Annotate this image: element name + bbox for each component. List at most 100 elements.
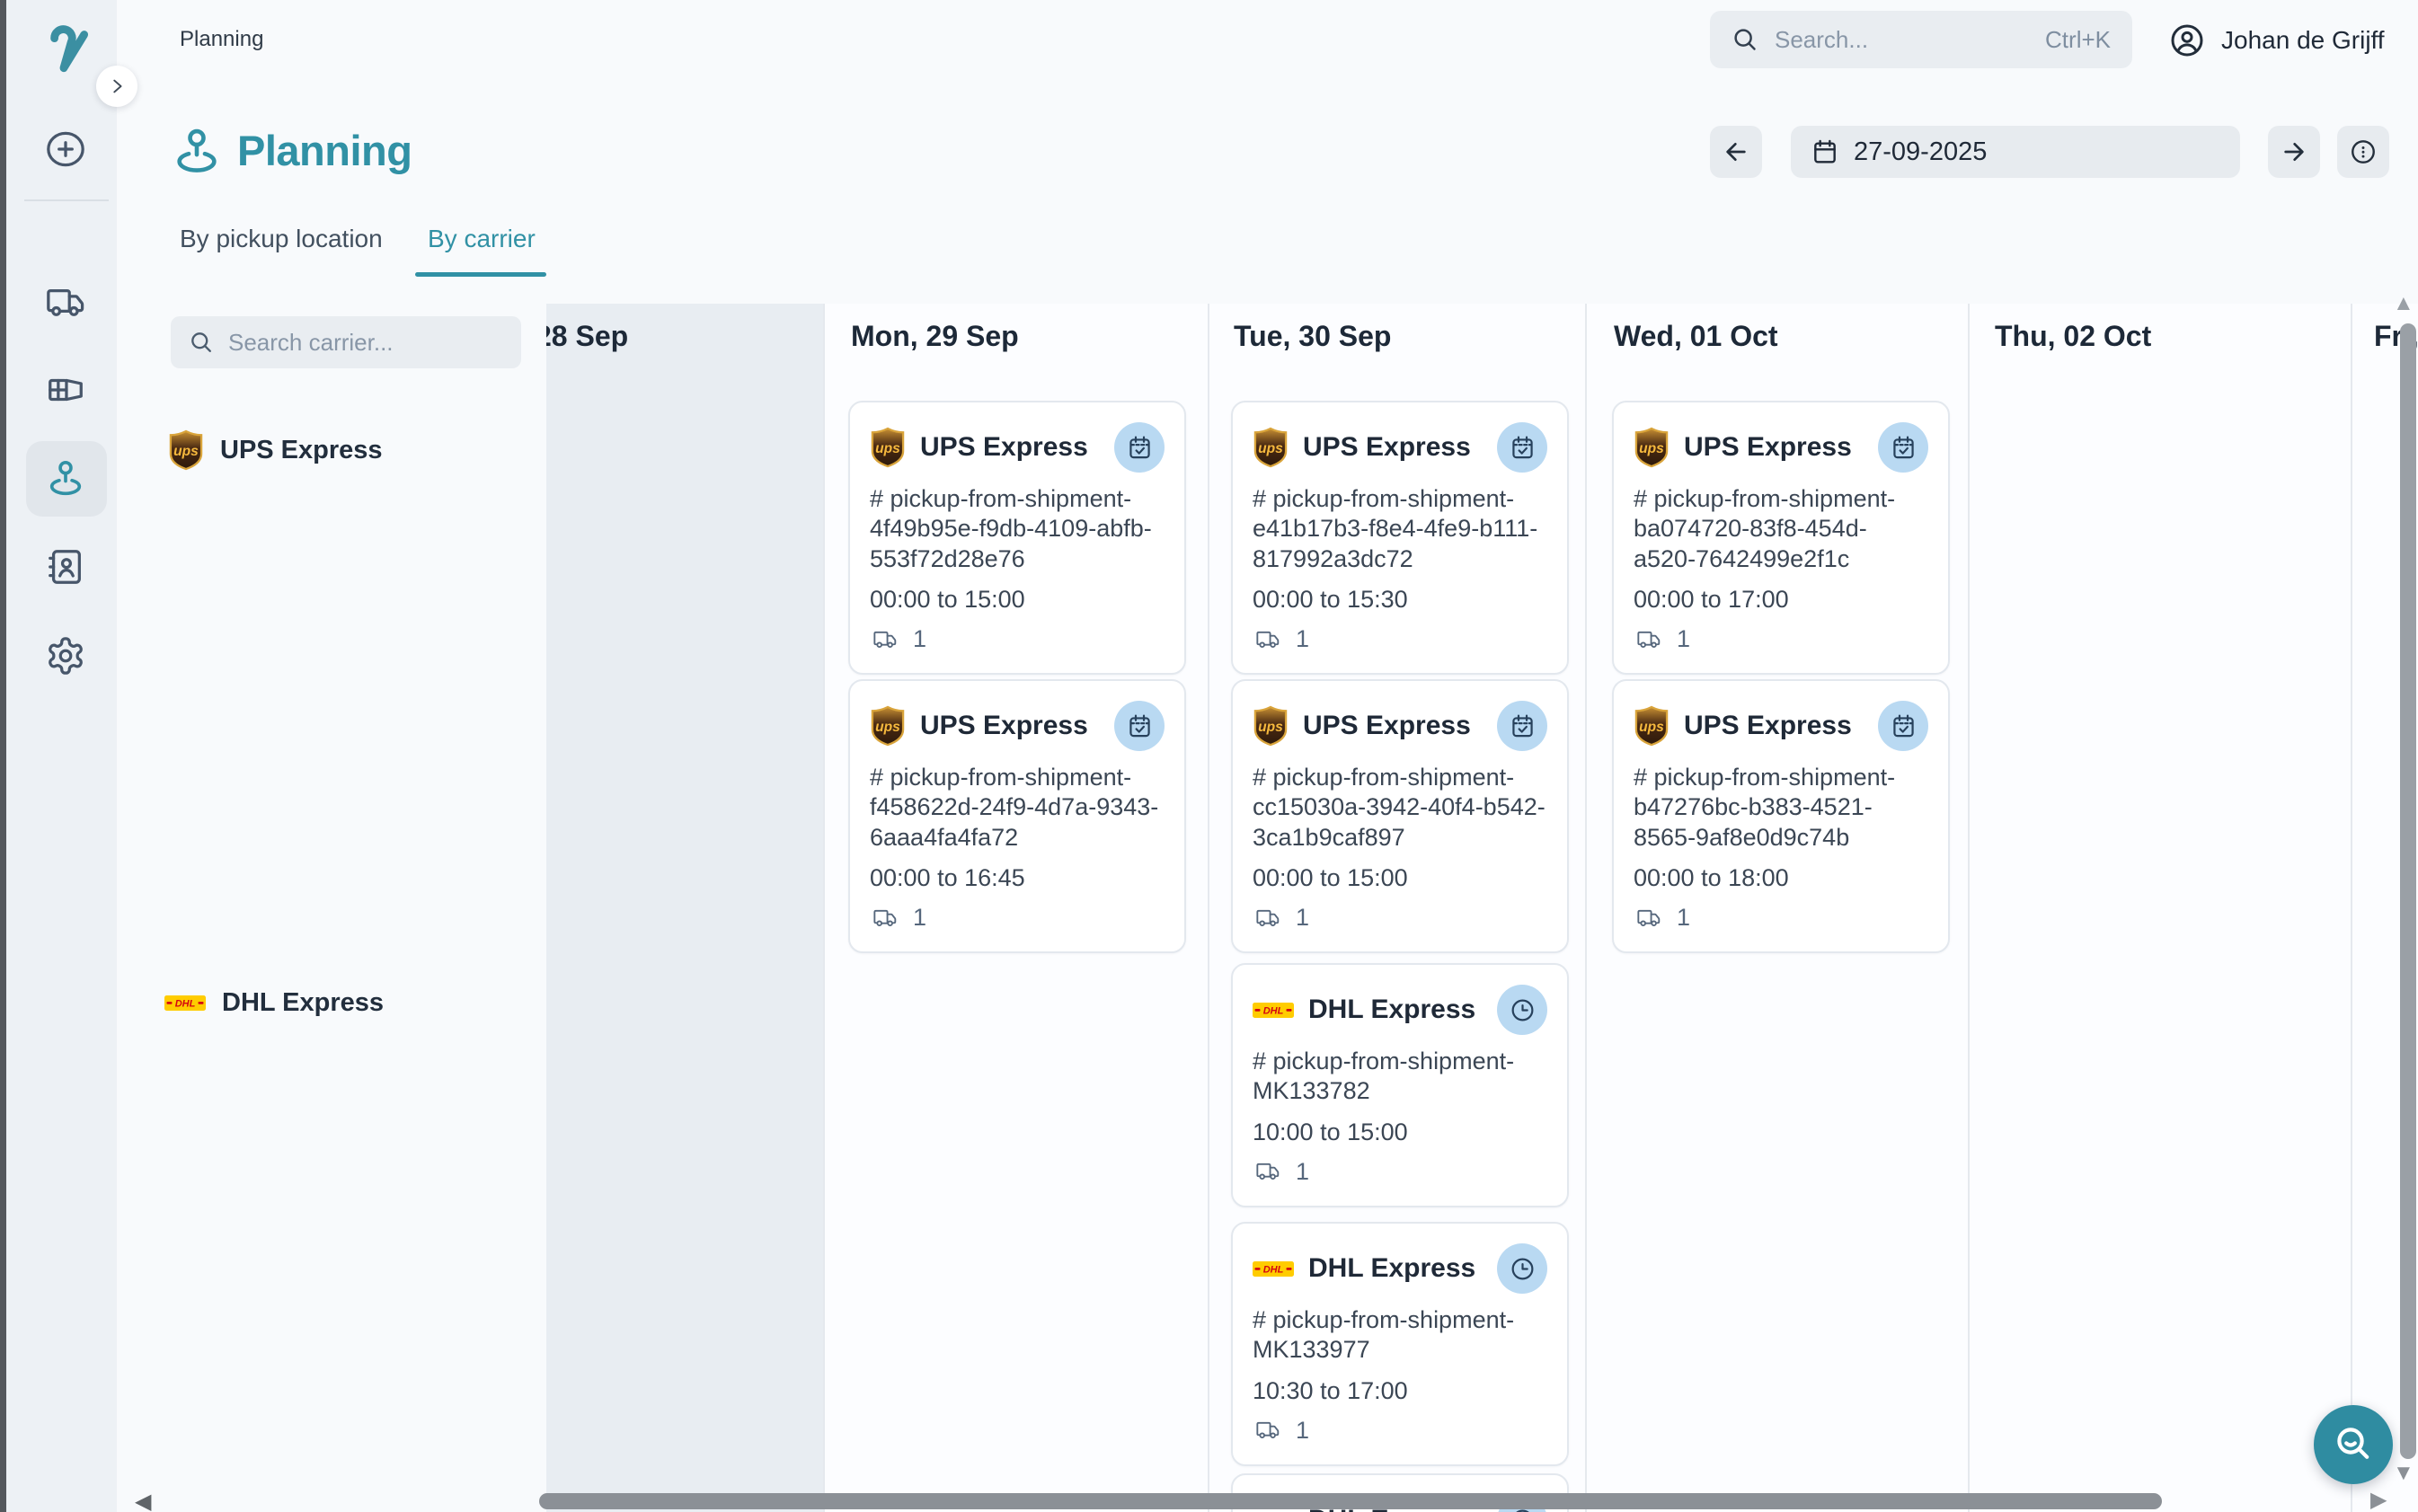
hscroll-left-arrow[interactable]: ◀ bbox=[135, 1490, 152, 1512]
pickup-card[interactable]: ups UPS Express # pickup-from-shipment-b… bbox=[1612, 401, 1950, 676]
global-search-input[interactable] bbox=[1773, 24, 2032, 55]
carrier-row-dhl[interactable]: DHL DHL Express bbox=[164, 988, 384, 1018]
card-reference: # pickup-from-shipment-4f49b95e-f9db-410… bbox=[870, 485, 1152, 572]
tab-by-carrier[interactable]: By carrier bbox=[428, 225, 536, 252]
vscroll-up-arrow[interactable]: ▲ bbox=[2393, 291, 2414, 315]
ups-logo-icon: ups bbox=[1253, 427, 1289, 468]
sidebar-item-trucks[interactable] bbox=[45, 282, 86, 323]
card-time-window: 00:00 to 15:00 bbox=[870, 586, 1025, 614]
carrier-search[interactable] bbox=[171, 316, 521, 368]
truck-count: 1 bbox=[913, 904, 927, 932]
column-28-sep-past bbox=[546, 304, 823, 1512]
truck-count: 1 bbox=[913, 625, 927, 653]
card-carrier-name: UPS Express bbox=[920, 711, 1088, 740]
truck-icon bbox=[873, 631, 897, 648]
planning-pin-icon bbox=[45, 458, 86, 500]
sidebar-collapse-button[interactable] bbox=[96, 66, 137, 107]
clock-badge-icon bbox=[1497, 1243, 1547, 1294]
truck-count: 1 bbox=[1296, 904, 1310, 932]
svg-text:ups: ups bbox=[1639, 441, 1664, 456]
pickup-card[interactable]: ups UPS Express # pickup-from-shipment-4… bbox=[848, 401, 1186, 676]
carrier-row-ups[interactable]: ups UPS Express bbox=[168, 429, 383, 471]
global-search[interactable]: Ctrl+K bbox=[1710, 11, 2132, 68]
truck-count: 1 bbox=[1677, 904, 1691, 932]
carrier-search-input[interactable] bbox=[226, 327, 503, 358]
calendar-check-badge-icon bbox=[1878, 701, 1928, 751]
user-menu[interactable]: Johan de Grijff bbox=[2169, 20, 2385, 61]
vscroll-down-arrow[interactable]: ▼ bbox=[2393, 1461, 2414, 1485]
calendar-icon bbox=[1814, 139, 1836, 164]
search-shortcut: Ctrl+K bbox=[2045, 25, 2111, 53]
user-avatar-icon bbox=[2171, 24, 2203, 57]
sidebar-item-contacts[interactable] bbox=[45, 546, 86, 588]
breadcrumb: Planning bbox=[180, 27, 264, 51]
card-reference: # pickup-from-shipment-MK133782 bbox=[1253, 1048, 1515, 1105]
card-time-window: 00:00 to 18:00 bbox=[1634, 864, 1789, 892]
svg-text:ups: ups bbox=[875, 441, 900, 456]
truck-icon bbox=[1256, 1163, 1280, 1180]
column-divider bbox=[1968, 304, 1970, 1512]
truck-icon bbox=[873, 909, 897, 926]
sidebar bbox=[6, 0, 117, 1512]
dhl-logo-icon: DHL bbox=[1253, 1002, 1294, 1018]
truck-icon bbox=[1637, 631, 1661, 648]
date-picker[interactable]: 27-09-2025 bbox=[1791, 126, 2240, 178]
ups-logo-icon: ups bbox=[1634, 427, 1670, 468]
ups-logo-icon: ups bbox=[870, 705, 906, 747]
search-icon bbox=[1734, 29, 1756, 50]
ups-logo-icon: ups bbox=[168, 429, 204, 471]
calendar-check-badge-icon bbox=[1878, 422, 1928, 473]
ups-logo-icon: ups bbox=[870, 427, 906, 468]
clock-badge-icon bbox=[1497, 985, 1547, 1035]
dhl-logo-icon: DHL bbox=[164, 995, 206, 1011]
hscroll-right-arrow[interactable]: ▶ bbox=[2370, 1488, 2387, 1512]
svg-text:ups: ups bbox=[1258, 441, 1283, 456]
svg-text:ups: ups bbox=[1258, 720, 1283, 735]
support-search-fab[interactable] bbox=[2314, 1405, 2393, 1484]
window-edge bbox=[0, 0, 6, 1512]
sidebar-divider bbox=[24, 199, 109, 201]
truck-icon bbox=[1256, 909, 1280, 926]
search-icon bbox=[191, 332, 211, 352]
column-header-wed: Wed, 01 Oct bbox=[1614, 320, 1778, 352]
svg-text:DHL: DHL bbox=[175, 999, 196, 1010]
pickup-card[interactable]: ups UPS Express # pickup-from-shipment-c… bbox=[1231, 679, 1569, 954]
column-header-thu: Thu, 02 Oct bbox=[1995, 320, 2152, 352]
card-reference: # pickup-from-shipment-MK133977 bbox=[1253, 1306, 1515, 1364]
date-value: 27-09-2025 bbox=[1854, 137, 1988, 166]
card-carrier-name: DHL Express bbox=[1308, 995, 1476, 1024]
more-options-button[interactable] bbox=[2337, 126, 2389, 178]
svg-text:ups: ups bbox=[1639, 720, 1664, 735]
pickup-card[interactable]: ups UPS Express # pickup-from-shipment-f… bbox=[848, 679, 1186, 954]
truck-icon bbox=[1256, 631, 1280, 648]
card-carrier-name: UPS Express bbox=[1684, 432, 1852, 462]
carrier-name: UPS Express bbox=[220, 435, 383, 464]
column-header-28-sep: 28 Sep bbox=[546, 320, 629, 352]
card-time-window: 00:00 to 17:00 bbox=[1634, 586, 1789, 614]
card-time-window: 00:00 to 15:30 bbox=[1253, 586, 1408, 614]
pickup-card[interactable]: ups UPS Express # pickup-from-shipment-e… bbox=[1231, 401, 1569, 676]
sidebar-item-loads[interactable] bbox=[45, 369, 86, 411]
carrier-name: DHL Express bbox=[222, 988, 384, 1017]
card-reference: # pickup-from-shipment-f458622d-24f9-4d7… bbox=[870, 764, 1159, 851]
vertical-scrollbar-thumb[interactable] bbox=[2400, 323, 2416, 1459]
add-button[interactable] bbox=[45, 128, 86, 170]
card-time-window: 10:00 to 15:00 bbox=[1253, 1118, 1408, 1145]
pickup-card[interactable]: DHL DHL Express # pickup-from-shipment-M… bbox=[1231, 1222, 1569, 1466]
next-day-button[interactable] bbox=[2268, 126, 2320, 178]
sidebar-item-settings[interactable] bbox=[45, 635, 86, 676]
horizontal-scrollbar-thumb[interactable] bbox=[539, 1493, 2162, 1509]
card-reference: # pickup-from-shipment-cc15030a-3942-40f… bbox=[1253, 764, 1546, 851]
app-logo-icon[interactable] bbox=[36, 20, 95, 75]
pickup-card[interactable]: ups UPS Express # pickup-from-shipment-b… bbox=[1612, 679, 1950, 954]
column-divider bbox=[1208, 304, 1209, 1512]
pickup-card[interactable]: DHL DHL Express # pickup-from-shipment-M… bbox=[1231, 963, 1569, 1207]
calendar-check-badge-icon bbox=[1114, 701, 1165, 751]
truck-icon bbox=[1256, 1422, 1280, 1439]
tab-by-pickup-location[interactable]: By pickup location bbox=[180, 225, 383, 252]
card-carrier-name: UPS Express bbox=[1303, 711, 1471, 740]
column-divider bbox=[1585, 304, 1587, 1512]
previous-day-button[interactable] bbox=[1710, 126, 1762, 178]
card-reference: # pickup-from-shipment-b47276bc-b383-452… bbox=[1634, 764, 1896, 851]
